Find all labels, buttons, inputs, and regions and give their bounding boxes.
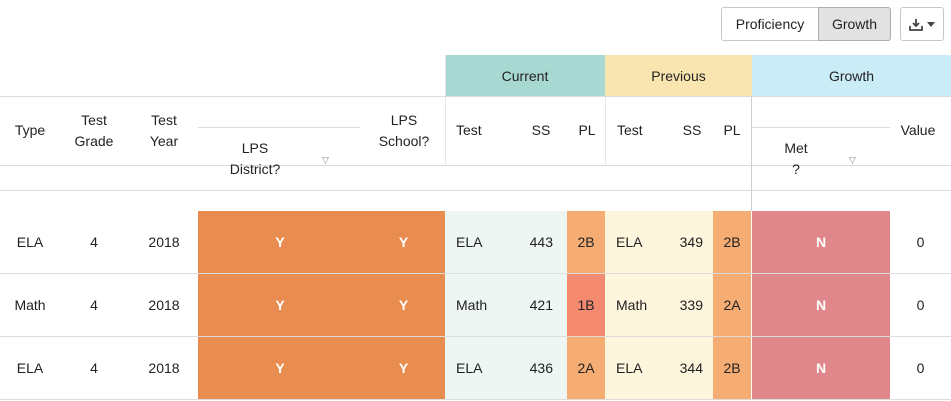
cell-current-pl: 2B	[567, 211, 605, 273]
cell-type: ELA	[16, 360, 44, 376]
cell-test-grade: 4	[90, 234, 98, 250]
header-test-grade[interactable]: Test Grade	[62, 110, 126, 152]
cell-value: 0	[916, 234, 925, 250]
cell-previous-test: Math	[605, 274, 671, 336]
group-current: Current	[445, 55, 605, 96]
cell-previous-pl: 2B	[713, 337, 751, 399]
header-label: Year	[149, 133, 179, 149]
row-border	[0, 336, 951, 337]
cell-value: 0	[916, 360, 925, 376]
filter-icon[interactable]: ▽	[849, 155, 856, 165]
cell-previous-ss: 349	[671, 211, 713, 273]
cell-test-year: 2018	[148, 297, 180, 313]
cell-current-test: Math	[445, 274, 515, 336]
header-current-pl[interactable]: PL	[578, 122, 596, 138]
cell-current-test: ELA	[445, 337, 515, 399]
proficiency-button[interactable]: Proficiency	[721, 7, 819, 41]
header-label: Test	[151, 112, 177, 128]
header-previous-ss[interactable]: SS	[682, 122, 702, 138]
growth-button[interactable]: Growth	[818, 7, 891, 41]
header-label: LPS	[390, 112, 418, 128]
header-label: Test	[81, 112, 107, 128]
cell-current-ss: 443	[515, 211, 567, 273]
header-current-ss[interactable]: SS	[531, 122, 551, 138]
header-test-year[interactable]: Test Year	[131, 110, 197, 152]
header-previous-test[interactable]: Test	[617, 122, 643, 138]
header-top-border	[0, 96, 951, 97]
column-divider	[751, 96, 752, 211]
header-label: School?	[378, 133, 430, 149]
cell-previous-pl: 2A	[713, 274, 751, 336]
header-label: ?	[792, 161, 800, 177]
filter-row-border	[0, 190, 951, 191]
download-icon	[909, 18, 923, 31]
cell-previous-pl: 2B	[713, 211, 751, 273]
export-button[interactable]	[900, 7, 944, 41]
header-met[interactable]: Met ?	[776, 138, 816, 180]
header-lps-district[interactable]: LPS District?	[220, 138, 290, 180]
header-type[interactable]: Type	[14, 122, 46, 138]
cell-previous-ss: 344	[671, 337, 713, 399]
filter-top-border	[752, 127, 890, 128]
row-border	[0, 273, 951, 274]
cell-test-grade: 4	[90, 360, 98, 376]
cell-previous-ss: 339	[671, 274, 713, 336]
header-lps-school[interactable]: LPS School?	[368, 110, 440, 152]
header-current-test[interactable]: Test	[456, 122, 482, 138]
column-divider	[445, 55, 446, 165]
cell-lps-district: Y	[198, 337, 362, 399]
header-label: LPS	[241, 140, 269, 156]
cell-lps-district: Y	[198, 274, 362, 336]
header-label: District?	[229, 161, 281, 177]
group-growth: Growth	[752, 55, 951, 96]
cell-met: N	[752, 337, 890, 399]
cell-current-ss: 421	[515, 274, 567, 336]
group-previous: Previous	[605, 55, 752, 96]
filter-icon[interactable]: ▽	[322, 155, 329, 165]
cell-value: 0	[916, 297, 925, 313]
cell-previous-test: ELA	[605, 337, 671, 399]
cell-type: Math	[14, 297, 46, 313]
cell-previous-test: ELA	[605, 211, 671, 273]
header-label: Grade	[74, 133, 114, 149]
cell-test-year: 2018	[148, 360, 180, 376]
header-previous-pl[interactable]: PL	[723, 122, 741, 138]
cell-lps-school: Y	[362, 274, 445, 336]
cell-met: N	[752, 274, 890, 336]
header-value[interactable]: Value	[900, 122, 936, 138]
caret-down-icon	[927, 21, 935, 27]
cell-test-grade: 4	[90, 297, 98, 313]
cell-current-pl: 1B	[567, 274, 605, 336]
filter-top-border	[198, 127, 360, 128]
cell-test-year: 2018	[148, 234, 180, 250]
row-border	[0, 399, 951, 400]
cell-lps-school: Y	[362, 211, 445, 273]
header-bottom-border	[0, 165, 951, 166]
cell-lps-district: Y	[198, 211, 362, 273]
cell-type: ELA	[16, 234, 44, 250]
column-divider	[605, 96, 606, 165]
view-toggle: Proficiency Growth	[721, 7, 891, 41]
cell-lps-school: Y	[362, 337, 445, 399]
cell-current-ss: 436	[515, 337, 567, 399]
cell-current-test: ELA	[445, 211, 515, 273]
cell-met: N	[752, 211, 890, 273]
cell-current-pl: 2A	[567, 337, 605, 399]
header-label: Met	[784, 140, 808, 156]
